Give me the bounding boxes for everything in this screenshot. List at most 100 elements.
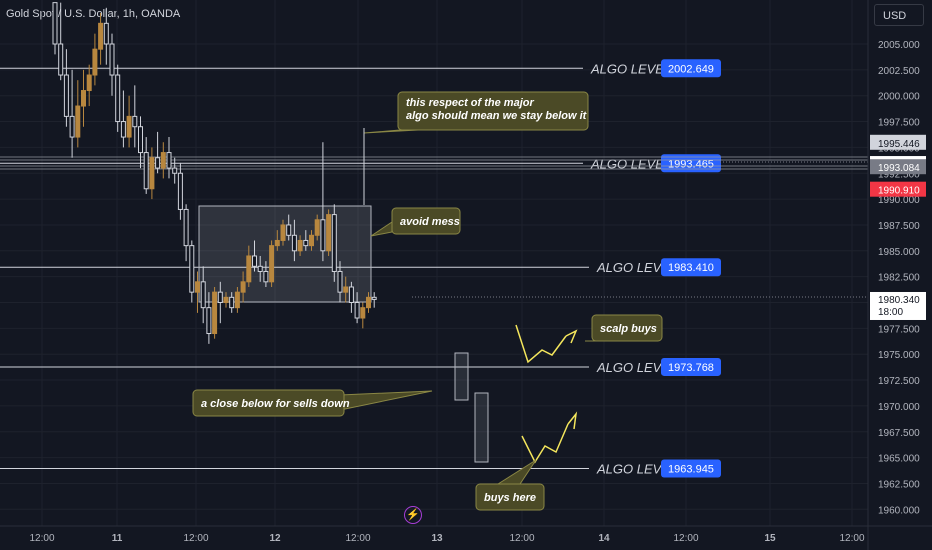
currency-button[interactable]: USD <box>874 4 924 26</box>
candle[interactable] <box>103 7 109 65</box>
time-tick-label: 12:00 <box>183 533 208 544</box>
projection-arrow[interactable] <box>515 324 578 364</box>
candle-body <box>69 115 75 138</box>
arrow-head-icon <box>567 411 578 430</box>
candle-body <box>63 74 69 117</box>
candle-body <box>172 167 178 174</box>
candle[interactable] <box>286 214 292 241</box>
candle[interactable] <box>177 162 183 220</box>
candle[interactable] <box>120 90 126 148</box>
candle[interactable] <box>263 261 269 287</box>
arrow-path <box>521 423 569 464</box>
candle-body <box>303 239 309 247</box>
candle[interactable] <box>69 69 75 158</box>
algo-level-value: 1993.465 <box>668 158 714 170</box>
candle[interactable] <box>75 80 81 148</box>
candle[interactable] <box>172 157 178 184</box>
candle[interactable] <box>229 292 235 313</box>
callout-text: this respect of the major <box>406 97 534 109</box>
candle[interactable] <box>360 302 366 329</box>
candle[interactable] <box>343 276 349 303</box>
candle[interactable] <box>246 245 252 287</box>
candle[interactable] <box>269 240 275 287</box>
price-tick-label: 1972.500 <box>878 376 920 387</box>
candle[interactable] <box>58 2 64 81</box>
candle[interactable] <box>138 116 143 169</box>
candle[interactable] <box>337 261 343 303</box>
candle-body <box>183 208 189 247</box>
candle[interactable] <box>217 281 223 324</box>
algo-level-label: ALGO LEVEL <box>596 462 677 477</box>
candle[interactable] <box>331 204 337 282</box>
time-tick-label: 12:00 <box>509 533 534 544</box>
projection-arrow[interactable] <box>521 411 578 464</box>
candle[interactable] <box>212 286 218 339</box>
candle-body <box>81 90 86 107</box>
candle[interactable] <box>86 64 92 107</box>
candle[interactable] <box>115 64 121 132</box>
candle[interactable] <box>223 292 229 308</box>
candle[interactable] <box>155 131 161 174</box>
candle[interactable] <box>98 12 104 65</box>
candle[interactable] <box>195 271 200 313</box>
price-tick-label: 1960.000 <box>878 505 920 516</box>
candle[interactable] <box>81 69 86 127</box>
candle[interactable] <box>132 85 138 148</box>
annotation-callout[interactable]: buys here <box>475 459 545 511</box>
candle-body <box>274 239 280 247</box>
callout-tail <box>370 221 393 237</box>
algo-level-value-tag <box>661 59 721 78</box>
candle[interactable] <box>166 137 172 179</box>
candle[interactable] <box>309 230 314 251</box>
time-tick-label: 13 <box>431 533 443 544</box>
price-tick-label: 1985.000 <box>878 247 920 258</box>
candle[interactable] <box>200 266 206 324</box>
candle[interactable] <box>183 204 189 262</box>
candle[interactable] <box>297 235 303 256</box>
candle[interactable] <box>348 281 354 313</box>
candle[interactable] <box>320 142 326 262</box>
candle[interactable] <box>326 209 332 256</box>
candle[interactable] <box>240 271 246 303</box>
candle[interactable] <box>206 292 212 344</box>
candle-body <box>143 152 149 190</box>
annotation-callout[interactable]: scalp buys <box>585 314 663 342</box>
time-axis: 12:00 11 12:00 12 12:00 13 12:00 14 12:00 15 12:00 <box>0 525 932 544</box>
candle[interactable] <box>52 2 58 55</box>
candle[interactable] <box>234 286 240 313</box>
annotation-callout[interactable]: avoid mess <box>370 207 461 237</box>
candle[interactable] <box>314 214 320 241</box>
candle[interactable] <box>149 147 155 200</box>
time-tick-label: 12:00 <box>345 533 370 544</box>
candle-body <box>155 157 161 169</box>
candle[interactable] <box>252 240 257 272</box>
candle[interactable] <box>274 230 280 251</box>
candle[interactable] <box>280 219 286 246</box>
candle[interactable] <box>189 240 195 303</box>
candle[interactable] <box>63 49 69 127</box>
lightning-icon[interactable]: ⚡ <box>404 506 422 524</box>
time-tick-label: 14 <box>598 533 610 544</box>
annotation-callout[interactable]: a close below for sells down <box>192 389 433 417</box>
candle-body <box>337 270 343 293</box>
candle[interactable] <box>371 292 377 308</box>
candle[interactable] <box>303 230 309 251</box>
candle[interactable] <box>126 95 132 148</box>
price-tag-value: 1995.446 <box>878 139 920 150</box>
projection-box-1[interactable] <box>454 352 469 401</box>
candle-body <box>366 296 371 309</box>
candle[interactable] <box>366 292 371 313</box>
candle[interactable] <box>354 292 360 324</box>
candle[interactable] <box>291 219 297 262</box>
candle[interactable] <box>92 33 98 86</box>
projection-box-2[interactable] <box>474 392 489 463</box>
candle-body <box>229 296 235 309</box>
candle-body <box>343 286 349 293</box>
candle[interactable] <box>257 255 263 282</box>
candle[interactable] <box>143 137 149 194</box>
price-tag <box>870 181 926 197</box>
candle[interactable] <box>109 33 115 96</box>
candle[interactable] <box>160 142 166 179</box>
